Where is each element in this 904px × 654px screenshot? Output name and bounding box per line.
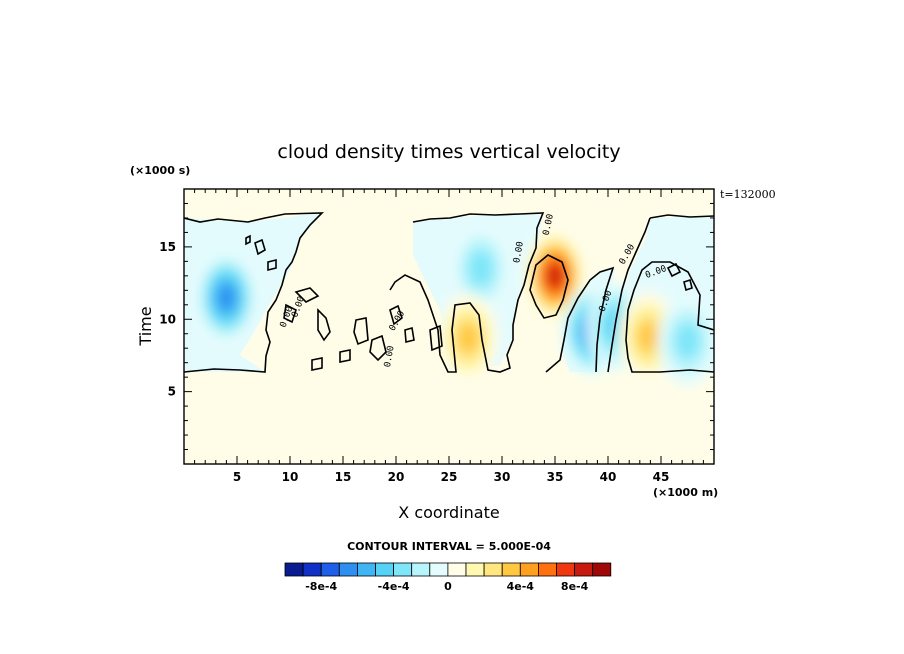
colorbar-label: -4e-4	[378, 580, 410, 593]
x-tick-label: 15	[335, 470, 352, 484]
colorbar-cell	[556, 562, 576, 577]
colorbar-label: -8e-4	[305, 580, 337, 593]
y-tick-label: 10	[159, 312, 176, 326]
colorbar-cell	[592, 562, 612, 577]
data-feature	[547, 265, 563, 286]
colorbar-cell	[284, 562, 304, 577]
feature-layer	[196, 223, 714, 386]
colorbar-cell	[429, 562, 449, 577]
contour-value-label: 0.00	[512, 241, 526, 264]
x-tick-label: 25	[441, 470, 458, 484]
tick-label-layer: 5 10 15 20 25 30 35 40 45 5 10 15	[159, 240, 669, 484]
colorbar-cell	[501, 562, 521, 577]
data-feature	[468, 250, 494, 287]
y-tick-label: 15	[159, 240, 176, 254]
x-unit-label: (×1000 m)	[653, 486, 718, 499]
x-tick-label: 45	[653, 470, 670, 484]
data-feature	[674, 322, 701, 360]
colorbar-cell	[574, 562, 594, 577]
colorbar-cell	[411, 562, 431, 577]
x-tick-label: 10	[282, 470, 299, 484]
colorbar-cell	[375, 562, 395, 577]
x-tick-label: 5	[233, 470, 241, 484]
colorbar-cell	[338, 562, 358, 577]
colorbar-label: 4e-4	[507, 580, 535, 593]
colorbar: -8e-4 -4e-4 0 4e-4 8e-4	[284, 562, 612, 593]
colorbar-cell	[483, 562, 503, 577]
x-axis-label: X coordinate	[398, 503, 499, 522]
contour-interval-label: CONTOUR INTERVAL = 5.000E-04	[347, 540, 551, 553]
tick-layer	[184, 189, 714, 464]
data-feature	[218, 285, 235, 310]
colorbar-cell	[447, 562, 467, 577]
x-tick-label: 30	[494, 470, 511, 484]
y-unit-label: (×1000 s)	[130, 164, 190, 177]
colorbar-cell	[519, 562, 539, 577]
colorbar-cell	[538, 562, 557, 577]
colorbar-cell	[320, 562, 340, 577]
colorbar-cell	[393, 562, 413, 577]
time-annotation: t=132000	[720, 188, 776, 201]
y-axis-label: Time	[136, 306, 155, 346]
colorbar-label: 8e-4	[561, 580, 589, 593]
colorbar-cell	[465, 562, 485, 577]
data-feature	[637, 321, 659, 352]
contour-value-label: 0.00	[542, 213, 556, 236]
contour-value-label: 0.00	[383, 345, 397, 368]
colorbar-cell	[302, 562, 322, 577]
x-tick-label: 20	[388, 470, 405, 484]
zero-contour	[184, 212, 714, 373]
colorbar-label: 0	[444, 580, 452, 593]
x-tick-label: 40	[600, 470, 617, 484]
x-tick-label: 35	[547, 470, 564, 484]
colorbar-cell	[356, 562, 376, 577]
y-tick-label: 5	[168, 385, 176, 399]
data-feature	[457, 323, 479, 354]
plot-field: 0.000.000.000.000.000.000.000.000.00	[184, 212, 714, 386]
chart-title: cloud density times vertical velocity	[277, 141, 620, 163]
